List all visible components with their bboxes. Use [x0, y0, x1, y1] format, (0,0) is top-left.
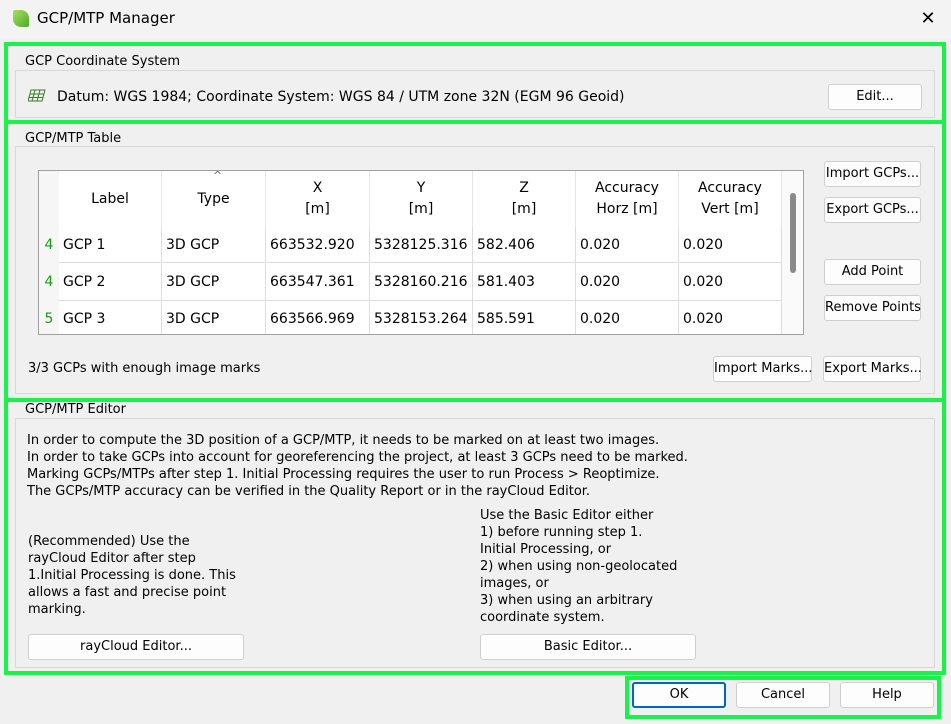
column-header[interactable]: Y [m]: [370, 171, 473, 227]
cancel-button[interactable]: Cancel: [736, 682, 830, 708]
coord-group: [15, 70, 935, 118]
column-header[interactable]: X [m]: [266, 171, 370, 227]
table-cell-z[interactable]: 581.403: [473, 263, 576, 301]
row-header-column: [39, 171, 59, 334]
info-line: In order to compute the 3D position of a…: [27, 433, 660, 448]
table-cell-acc-v[interactable]: 0.020: [679, 301, 782, 334]
basic-description: Use the Basic Editor either 1) before ru…: [480, 508, 678, 625]
table-cell-type[interactable]: 3D GCP: [162, 227, 266, 263]
table-cell-y[interactable]: 5328160.216: [370, 263, 473, 301]
export-marks-button[interactable]: Export Marks...: [823, 356, 922, 382]
coord-system-text: Datum: WGS 1984; Coordinate System: WGS …: [57, 89, 625, 105]
column-header[interactable]: Type: [162, 171, 266, 227]
ok-button[interactable]: OK: [632, 682, 726, 708]
table-cell-y[interactable]: 5328153.264: [370, 301, 473, 334]
highlight-footer: [625, 676, 941, 719]
column-header[interactable]: Accuracy Horz [m]: [576, 171, 679, 227]
add-point-button[interactable]: Add Point: [824, 259, 921, 285]
image-marks-count: 4: [44, 237, 54, 253]
window-title: GCP/MTP Manager: [37, 9, 175, 27]
marks-status: 3/3 GCPs with enough image marks: [28, 361, 261, 376]
import-gcps-button[interactable]: Import GCPs...: [824, 161, 921, 187]
app-logo-icon: [13, 10, 29, 27]
table-cell-label[interactable]: GCP 1: [59, 227, 162, 263]
vertical-scrollbar[interactable]: [782, 171, 803, 334]
scrollbar-thumb[interactable]: [790, 193, 796, 273]
raycloud-editor-button[interactable]: rayCloud Editor...: [28, 634, 244, 660]
table-cell-y[interactable]: 5328125.316: [370, 227, 473, 263]
export-gcps-button[interactable]: Export GCPs...: [824, 197, 921, 223]
column-header[interactable]: Label: [59, 171, 162, 227]
help-button[interactable]: Help: [840, 682, 934, 708]
editor-group-label: GCP/MTP Editor: [22, 402, 129, 417]
remove-points-button[interactable]: Remove Points: [824, 295, 921, 321]
basic-editor-button[interactable]: Basic Editor...: [480, 634, 696, 660]
table-group-label: GCP/MTP Table: [22, 131, 125, 146]
editor-info: In order to compute the 3D position of a…: [27, 432, 688, 500]
edit-button[interactable]: Edit...: [828, 84, 922, 110]
image-marks-count: 4: [44, 274, 54, 290]
table-group: [15, 146, 935, 394]
grid-icon: [28, 89, 46, 102]
table-cell-x[interactable]: 663532.920: [266, 227, 370, 263]
image-marks-count: 5: [44, 311, 54, 327]
close-icon[interactable]: ✕: [920, 8, 936, 29]
info-line: The GCPs/MTP accuracy can be verified in…: [27, 484, 591, 499]
table-cell-acc-h[interactable]: 0.020: [576, 263, 679, 301]
coord-group-label: GCP Coordinate System: [22, 54, 183, 69]
sort-ascending-icon: ^: [213, 170, 223, 182]
import-marks-button[interactable]: Import Marks...: [713, 356, 813, 382]
info-line: In order to take GCPs into account for g…: [27, 450, 688, 465]
table-cell-z[interactable]: 582.406: [473, 227, 576, 263]
highlight-editor: [4, 398, 946, 675]
table-cell-label[interactable]: GCP 2: [59, 263, 162, 301]
table-cell-type[interactable]: 3D GCP: [162, 263, 266, 301]
gcp-table: ^ Label Type X [m] Y [m] Z [m] Accuracy Horz …: [38, 170, 804, 335]
table-cell-acc-v[interactable]: 0.020: [679, 263, 782, 301]
table-cell-x[interactable]: 663566.969: [266, 301, 370, 334]
title-bar: [0, 0, 951, 38]
editor-group: [15, 418, 935, 668]
table-cell-acc-v[interactable]: 0.020: [679, 227, 782, 263]
column-header[interactable]: Z [m]: [473, 171, 576, 227]
table-cell-type[interactable]: 3D GCP: [162, 301, 266, 334]
table-cell-z[interactable]: 585.591: [473, 301, 576, 334]
raycloud-description: (Recommended) Use the rayCloud Editor af…: [28, 534, 236, 617]
column-header[interactable]: Accuracy Vert [m]: [679, 171, 782, 227]
table-cell-x[interactable]: 663547.361: [266, 263, 370, 301]
table-cell-acc-h[interactable]: 0.020: [576, 227, 679, 263]
table-cell-label[interactable]: GCP 3: [59, 301, 162, 334]
table-cell-acc-h[interactable]: 0.020: [576, 301, 679, 334]
info-line: Marking GCPs/MTPs after step 1. Initial …: [27, 467, 660, 482]
